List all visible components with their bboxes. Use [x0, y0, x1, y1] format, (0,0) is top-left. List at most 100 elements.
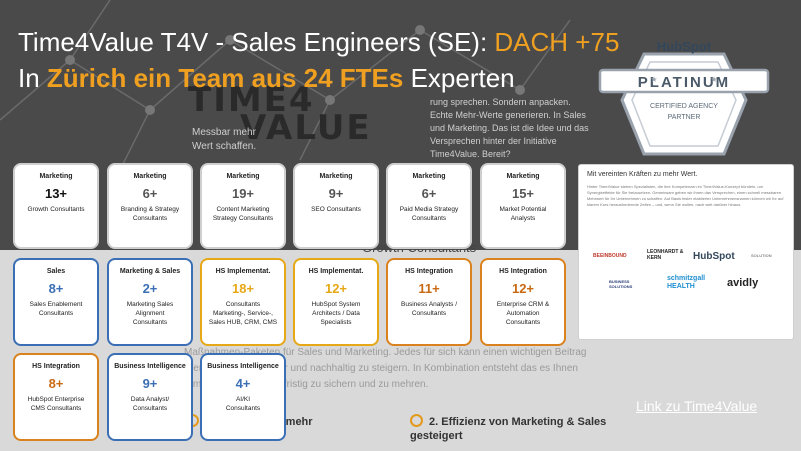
bg-tag-line2: Wert schaffen. — [192, 141, 257, 152]
bg-logo-value: VALUE — [240, 108, 372, 148]
card-count: 12+ — [324, 281, 348, 296]
desc-line: Consultants — [225, 405, 261, 412]
desc-line: SEO Consultants — [311, 206, 361, 213]
team-card: HS Integration 11+ Business Analysts / Co… — [386, 258, 472, 346]
card-count: 19+ — [231, 186, 255, 201]
desc-line: Sales HUB, CRM, CMS — [208, 319, 278, 326]
card-description: Market Potential Analysts — [482, 205, 564, 223]
desc-line: AI/KI — [235, 396, 251, 403]
desc-line: Consultants — [132, 215, 168, 222]
network-pattern — [0, 0, 571, 171]
desc-line: HubSpot Enterprise — [27, 396, 85, 403]
desc-line: Consultants — [411, 215, 447, 222]
panel-title: Mit vereinten Kräften zu mehr Wert. — [587, 171, 698, 178]
headline-line-1-accent: DACH +75 — [494, 27, 620, 57]
svg-text:★: ★ — [710, 75, 717, 84]
card-description: AI/KI Consultants — [202, 395, 284, 413]
desc-line: Specialists — [320, 319, 352, 326]
desc-line: Alignment — [135, 310, 165, 317]
svg-text:★: ★ — [650, 75, 657, 84]
panel-body: Hinter Time4Value stehen Spezialisten, d… — [587, 184, 784, 207]
desc-line: Business Analysts / — [401, 301, 457, 308]
desc-line: Sales Enablement — [29, 301, 83, 308]
card-description: Content Marketing Strategy Consultants — [202, 205, 284, 223]
partner-logo: BUSINESS SOLUTIONS — [609, 279, 633, 289]
bg-logo-tagline: Messbar mehr Wert schaffen. — [192, 126, 256, 154]
card-category: Business Intelligence — [207, 363, 279, 370]
card-category: Marketing — [319, 173, 353, 180]
desc-line: Analysts — [510, 215, 536, 222]
bg-tag-line1: Messbar mehr — [192, 127, 256, 138]
partner-logo: HubSpot — [693, 251, 735, 262]
partner-logo: avidly — [727, 277, 759, 289]
desc-line: Consultants — [411, 310, 447, 317]
card-description: Sales Enablement Consultants — [15, 300, 97, 318]
card-count: 9+ — [328, 186, 344, 201]
card-category: Marketing — [506, 173, 540, 180]
desc-line: Architects / Data — [312, 310, 360, 317]
headline: Time4Value T4V - Sales Engineers (SE): D… — [18, 24, 619, 96]
card-description: HubSpot System Architects / Data Specialis… — [295, 300, 377, 327]
partner-logo: SOLUTION — [751, 253, 772, 258]
card-category: Marketing — [412, 173, 446, 180]
card-description: Business Analysts / Consultants — [388, 300, 470, 318]
badge-tier: PLATINUM — [638, 74, 730, 91]
desc-line: Consultants — [132, 319, 168, 326]
team-card: Marketing 6+ Branding & Strategy Consulta… — [107, 163, 193, 249]
partner-logo: BEEINBOUND — [593, 253, 627, 259]
desc-line: CMS Consultants — [30, 405, 82, 412]
headline-line-2-suffix: Experten — [403, 63, 515, 93]
card-description: Consultants Marketing-, Service-, Sales HU… — [202, 300, 284, 327]
card-description: Marketing Sales Alignment Consultants — [109, 300, 191, 327]
card-category: HS Implementat. — [215, 268, 271, 275]
badge-line1: CERTIFIED AGENCY — [650, 103, 718, 110]
desc-line: Paid Media Strategy — [399, 206, 459, 213]
headline-line-2-prefix: In — [18, 63, 47, 93]
desc-line: Data Analyst/ — [130, 396, 170, 403]
card-description: Enterprise CRM & Automation Consultants — [482, 300, 564, 327]
desc-line: Consultants — [225, 301, 261, 308]
time4value-link[interactable]: Link zu Time4Value — [636, 398, 758, 414]
badge-brand: HubSpot — [657, 40, 712, 54]
desc-line: Marketing-, Service-, — [213, 310, 273, 317]
bg-benefit-2: 2. Effizienz von Marketing & Sales geste… — [410, 414, 630, 443]
team-card: Marketing 13+ Growth Consultants — [13, 163, 99, 249]
partner-panel: Mit vereinten Kräften zu mehr Wert. Hint… — [578, 164, 794, 340]
bg-benefit-2-text: 2. Effizienz von Marketing & Sales geste… — [410, 416, 607, 442]
team-card: HS Integration 8+ HubSpot Enterprise CMS … — [13, 353, 99, 441]
desc-line: Consultants — [38, 310, 74, 317]
card-description: Paid Media Strategy Consultants — [388, 205, 470, 223]
card-count: 9+ — [142, 376, 158, 391]
desc-line: Enterprise CRM & — [496, 301, 550, 308]
card-category: Sales — [46, 268, 66, 275]
card-count: 18+ — [231, 281, 255, 296]
desc-line: Growth Consultants — [27, 206, 85, 213]
card-category: Marketing — [133, 173, 167, 180]
partner-logo: schmitzgall HEALTH — [667, 275, 706, 290]
bg-intro-text: rung sprechen. Sondern anpacken. Echte M… — [430, 97, 589, 159]
team-card: Marketing 15+ Market Potential Analysts — [480, 163, 566, 249]
card-count: 13+ — [44, 186, 68, 201]
desc-line: Marketing Sales — [126, 301, 174, 308]
card-count: 8+ — [48, 281, 64, 296]
headline-line-2: In Zürich ein Team aus 24 FTEs Experten — [18, 60, 619, 96]
card-count: 2+ — [142, 281, 158, 296]
card-count: 4+ — [235, 376, 251, 391]
desc-line: Strategy Consultants — [212, 215, 274, 222]
team-card: Marketing & Sales 2+ Marketing Sales Alig… — [107, 258, 193, 346]
desc-line: Automation — [506, 310, 540, 317]
team-card: HS Implementat. 12+ HubSpot System Archit… — [293, 258, 379, 346]
desc-line: Consultants — [505, 319, 541, 326]
desc-line: Market Potential — [499, 206, 547, 213]
check-circle-icon — [410, 414, 423, 427]
desc-line: HubSpot System — [311, 301, 361, 308]
card-category: Marketing & Sales — [119, 268, 181, 275]
card-category: HS Integration — [499, 268, 547, 275]
card-description: Growth Consultants — [15, 205, 97, 214]
card-category: HS Integration — [405, 268, 453, 275]
desc-line: Content Marketing — [216, 206, 270, 213]
partner-logo: LEONHARDT & KERN — [647, 249, 684, 261]
bg-logo-time4: TIME4 — [188, 80, 315, 120]
team-card: Business Intelligence 4+ AI/KI Consultant… — [200, 353, 286, 441]
card-category: Marketing — [226, 173, 260, 180]
